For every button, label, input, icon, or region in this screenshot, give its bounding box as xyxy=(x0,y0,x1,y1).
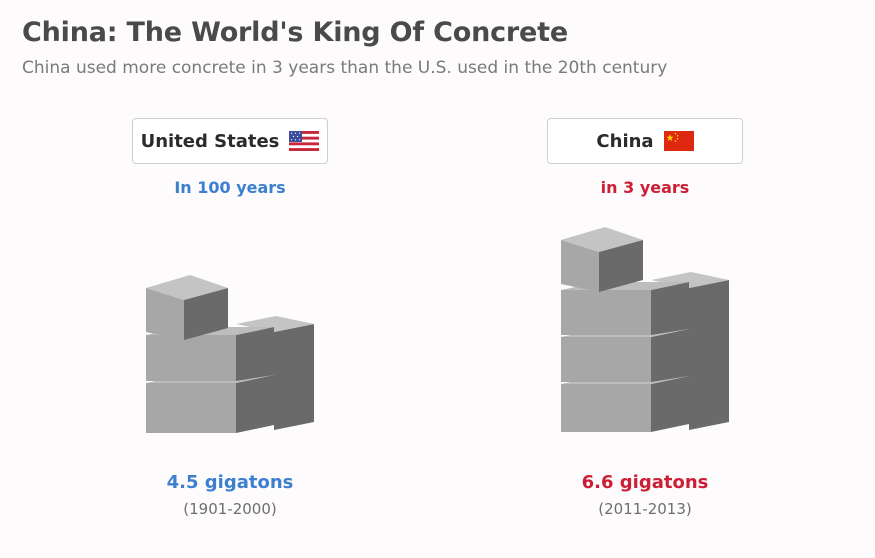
china-concrete-blocks xyxy=(561,227,729,432)
country-label-us: United States xyxy=(140,130,280,152)
block-us-top xyxy=(146,275,228,340)
chart-title: China: The World's King Of Concrete xyxy=(22,17,568,48)
value-label-china: 6.6 gigatons xyxy=(581,472,709,493)
value-label-us: 4.5 gigatons xyxy=(166,472,294,493)
us-concrete-blocks xyxy=(146,275,314,433)
block-china-top xyxy=(561,227,643,292)
chart-subtitle: China used more concrete in 3 years than… xyxy=(22,58,668,78)
range-label-us: (1901-2000) xyxy=(183,500,277,518)
period-label-us: In 100 years xyxy=(174,178,286,197)
country-box-us: United States xyxy=(132,118,328,164)
block-us-front-bottom xyxy=(146,375,274,433)
block-us-front-middle xyxy=(146,327,274,381)
block-china-front-middle xyxy=(561,329,689,382)
china-flag-icon xyxy=(663,131,694,151)
us-flag-icon xyxy=(289,131,320,151)
block-china-front-bottom xyxy=(561,376,689,432)
block-china-front-top xyxy=(561,282,689,335)
country-box-china: China xyxy=(547,118,743,164)
country-label-china: China xyxy=(596,130,654,152)
range-label-china: (2011-2013) xyxy=(598,500,692,518)
period-label-china: in 3 years xyxy=(600,178,690,197)
